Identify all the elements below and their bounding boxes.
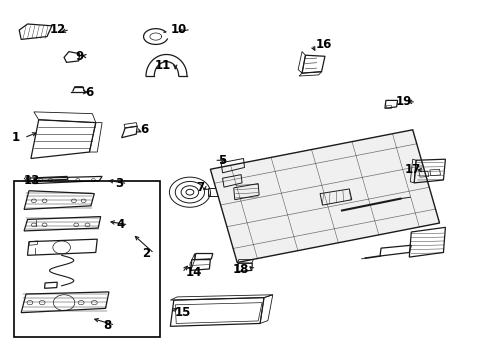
Text: 16: 16 bbox=[315, 38, 331, 51]
Text: 5: 5 bbox=[218, 154, 226, 167]
Text: 12: 12 bbox=[50, 23, 66, 36]
Text: 6: 6 bbox=[85, 86, 93, 99]
Text: 11: 11 bbox=[155, 59, 171, 72]
Text: 15: 15 bbox=[174, 306, 190, 319]
Text: 18: 18 bbox=[232, 263, 249, 276]
Text: 9: 9 bbox=[75, 50, 83, 63]
Text: 6: 6 bbox=[140, 123, 148, 136]
Text: 13: 13 bbox=[24, 174, 41, 187]
Text: 8: 8 bbox=[103, 319, 111, 332]
Text: 19: 19 bbox=[395, 95, 411, 108]
Text: 7: 7 bbox=[196, 181, 203, 194]
Bar bbox=[14, 181, 159, 337]
Text: 3: 3 bbox=[115, 177, 123, 190]
Text: 2: 2 bbox=[142, 247, 150, 260]
Text: 10: 10 bbox=[170, 23, 186, 36]
Text: 14: 14 bbox=[185, 266, 202, 279]
Text: 4: 4 bbox=[116, 218, 124, 231]
Polygon shape bbox=[210, 130, 439, 262]
Text: 17: 17 bbox=[404, 163, 420, 176]
Bar bbox=[208, 188, 222, 197]
Text: 1: 1 bbox=[12, 131, 20, 144]
